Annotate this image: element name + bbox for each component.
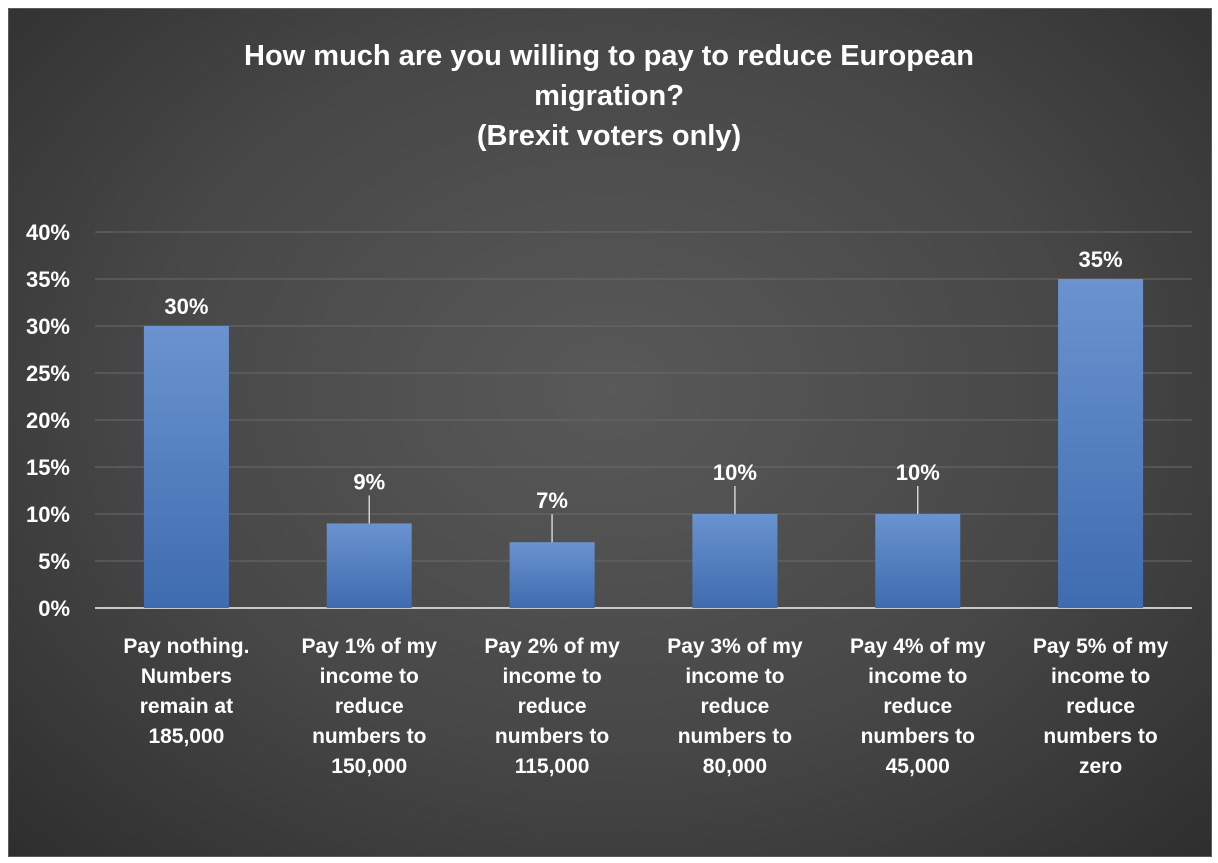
x-tick-label: Pay 5% of my income to reduce numbers to… bbox=[1032, 635, 1169, 778]
bar bbox=[326, 523, 412, 608]
chart-title: How much are you willing to pay to reduc… bbox=[0, 36, 1218, 156]
data-label: 10% bbox=[896, 460, 940, 485]
bars bbox=[143, 279, 1144, 608]
bar bbox=[875, 514, 961, 608]
data-label: 7% bbox=[536, 488, 568, 513]
bar bbox=[692, 514, 778, 608]
y-axis-tick-labels: 0% 5% 10% 15% 20% 25% 30% 35% 40% bbox=[26, 220, 70, 621]
y-tick-label: 10% bbox=[26, 502, 70, 527]
bar bbox=[509, 542, 595, 608]
y-tick-label: 30% bbox=[26, 314, 70, 339]
x-tick-label: Pay 4% of my income to reduce numbers to… bbox=[850, 635, 986, 778]
x-tick-label: Pay 3% of my income to reduce numbers to… bbox=[667, 635, 803, 778]
y-tick-label: 5% bbox=[38, 549, 70, 574]
chart-title-line-1: How much are you willing to pay to reduc… bbox=[244, 40, 974, 72]
x-tick-label: Pay nothing. Numbers remain at 185,000 bbox=[123, 635, 250, 748]
y-tick-label: 20% bbox=[26, 408, 70, 433]
chart-subtitle: (Brexit voters only) bbox=[476, 120, 742, 152]
y-tick-label: 40% bbox=[26, 220, 70, 245]
data-label: 30% bbox=[164, 294, 208, 319]
bar bbox=[1058, 279, 1144, 608]
x-tick-label: Pay 1% of my income to reduce numbers to… bbox=[301, 635, 437, 778]
y-tick-label: 15% bbox=[26, 455, 70, 480]
data-label: 35% bbox=[1079, 247, 1123, 272]
y-tick-label: 0% bbox=[38, 596, 70, 621]
data-label: 9% bbox=[353, 469, 385, 494]
data-labels: 30% 9% 7% 10% 10% 35% bbox=[164, 247, 1123, 543]
bar bbox=[143, 326, 229, 608]
x-tick-label: Pay 2% of my income to reduce numbers to… bbox=[484, 635, 620, 778]
y-tick-label: 35% bbox=[26, 267, 70, 292]
gridlines bbox=[95, 231, 1192, 609]
x-axis-category-labels: Pay nothing. Numbers remain at 185,000 Pa… bbox=[0, 632, 1218, 832]
y-tick-label: 25% bbox=[26, 361, 70, 386]
data-label: 10% bbox=[713, 460, 757, 485]
chart-title-line-2: migration? bbox=[534, 80, 684, 112]
